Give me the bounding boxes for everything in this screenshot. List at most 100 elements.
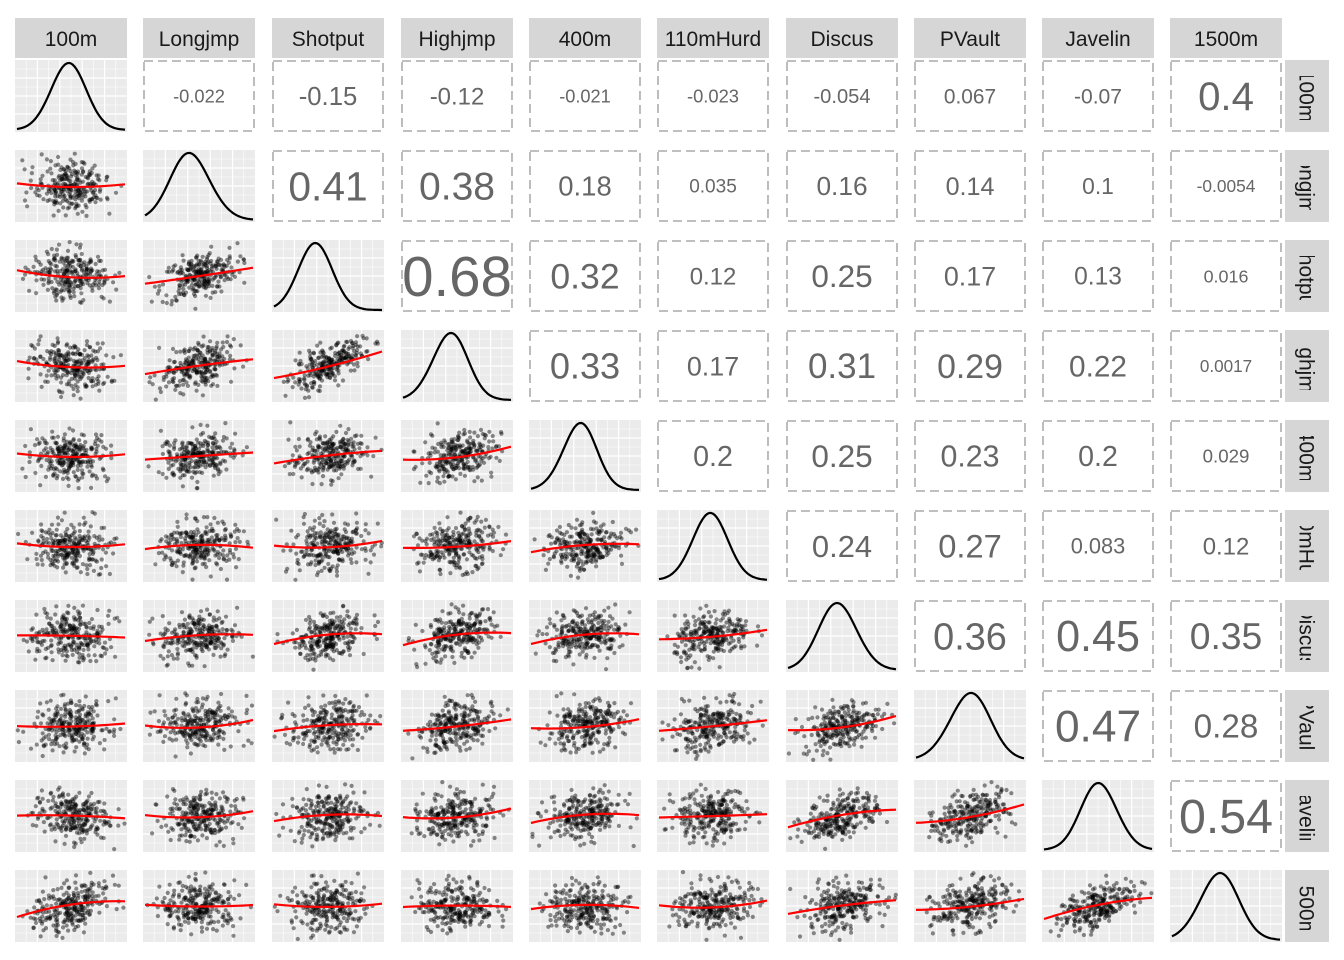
scatter-point [178, 349, 183, 354]
scatter-point [458, 535, 463, 540]
scatter-point [214, 624, 219, 629]
scatter-point [450, 440, 455, 445]
cor-panel-0-8: -0.07 [1042, 60, 1154, 132]
scatter-point [458, 628, 463, 633]
scatter-point [323, 654, 328, 659]
scatter-point [575, 561, 581, 566]
scatter-point [467, 449, 472, 454]
scatter-point [94, 559, 99, 564]
scatter-point [81, 471, 86, 476]
scatter-point [56, 538, 61, 544]
scatter-point [452, 626, 457, 631]
scatter-point [35, 437, 40, 442]
scatter-point [57, 459, 62, 464]
scatter-point [566, 522, 571, 528]
scatter-point [178, 546, 183, 552]
scatter-point [85, 189, 90, 194]
scatter-point [432, 556, 437, 561]
scatter-point [169, 653, 174, 658]
scatter-point [87, 345, 92, 350]
scatter-point [573, 552, 578, 558]
scatter-point [236, 528, 242, 534]
scatter-point [372, 613, 377, 618]
scatter-point [77, 655, 82, 660]
scatter-point [207, 284, 212, 289]
scatter-point [194, 388, 199, 393]
scatter-point [67, 623, 72, 628]
scatter-point [315, 643, 320, 648]
scatter-point [181, 362, 187, 368]
scatter-point [208, 358, 213, 363]
scatter-point [334, 566, 339, 571]
scatter-point [471, 467, 476, 472]
scatter-point [329, 478, 334, 483]
scatter-point [332, 456, 337, 461]
scatter-point [55, 374, 61, 379]
scatter-point [94, 195, 99, 200]
scatter-point [64, 373, 69, 378]
scatter-point [208, 635, 214, 641]
scatter-point [85, 644, 90, 649]
scatter-point [86, 267, 91, 272]
scatter-point [339, 651, 344, 656]
scatter-point [64, 268, 70, 273]
scatter-point [109, 645, 114, 650]
scatter-point [213, 442, 218, 447]
scatter-point [227, 245, 232, 250]
scatter-point [240, 453, 245, 458]
scatter-point [59, 189, 64, 194]
scatter-point [330, 644, 335, 650]
scatter-point [57, 282, 62, 287]
scatter-point [65, 369, 70, 374]
scatter-point [214, 264, 219, 269]
scatter-point [321, 464, 326, 470]
scatter-point [193, 380, 198, 385]
scatter-point [60, 615, 65, 620]
scatter-point [77, 178, 82, 183]
scatter-point [294, 448, 299, 453]
scatter-point [286, 437, 291, 442]
scatter-point [50, 178, 55, 183]
scatter-point [46, 645, 51, 650]
scatter-point [445, 637, 450, 642]
scatter-point [84, 362, 90, 367]
scatter-point [318, 371, 323, 376]
scatter-point [443, 534, 448, 539]
scatter-point [194, 645, 199, 650]
scatter-point [97, 538, 102, 543]
scatter-point [62, 172, 68, 177]
scatter-point [55, 268, 60, 274]
scatter-point [187, 261, 192, 266]
scatter-point [314, 362, 320, 367]
scatter-point [73, 553, 78, 558]
scatter-point [86, 529, 91, 534]
scatter-point [223, 527, 228, 532]
strip-top-3: Highjmp [401, 18, 513, 58]
scatter-point [318, 437, 323, 442]
scatter-point [221, 262, 226, 267]
scatter-point [63, 359, 68, 364]
scatter-point [302, 461, 307, 466]
scatter-point [74, 368, 80, 373]
scatter-point [92, 188, 98, 193]
scatter-point [445, 460, 450, 465]
scatter-point [79, 641, 84, 646]
scatter-point [340, 447, 345, 452]
scatter-point [447, 645, 453, 650]
scatter-point [80, 266, 85, 271]
scatter-point [79, 360, 84, 365]
scatter-point [474, 563, 479, 569]
scatter-point [50, 658, 55, 663]
scatter-point [67, 261, 73, 266]
scatter-point [456, 554, 461, 559]
scatter-point [55, 565, 60, 570]
scatter-point [50, 628, 55, 633]
scatter-point [329, 359, 334, 364]
scatter-point [453, 477, 458, 482]
scatter-point [438, 540, 443, 545]
scatter-point [164, 374, 169, 379]
scatter-point [96, 637, 102, 642]
smooth-line [144, 451, 254, 461]
scatter-point [71, 290, 76, 295]
scatter-point [59, 187, 64, 192]
